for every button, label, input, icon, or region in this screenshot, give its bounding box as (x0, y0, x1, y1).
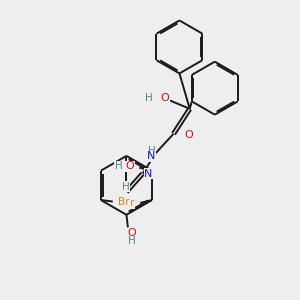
Text: H: H (115, 161, 122, 171)
Text: N: N (147, 152, 156, 161)
Text: H: H (148, 146, 155, 156)
Text: Br: Br (123, 198, 135, 208)
Text: H: H (122, 182, 130, 191)
Text: Br: Br (118, 196, 130, 206)
Text: O: O (127, 228, 136, 238)
Text: O: O (160, 93, 169, 103)
Text: O: O (184, 130, 193, 140)
Text: H: H (128, 236, 135, 246)
Text: H: H (145, 93, 152, 103)
Text: N: N (144, 169, 152, 178)
Text: O: O (125, 161, 134, 171)
